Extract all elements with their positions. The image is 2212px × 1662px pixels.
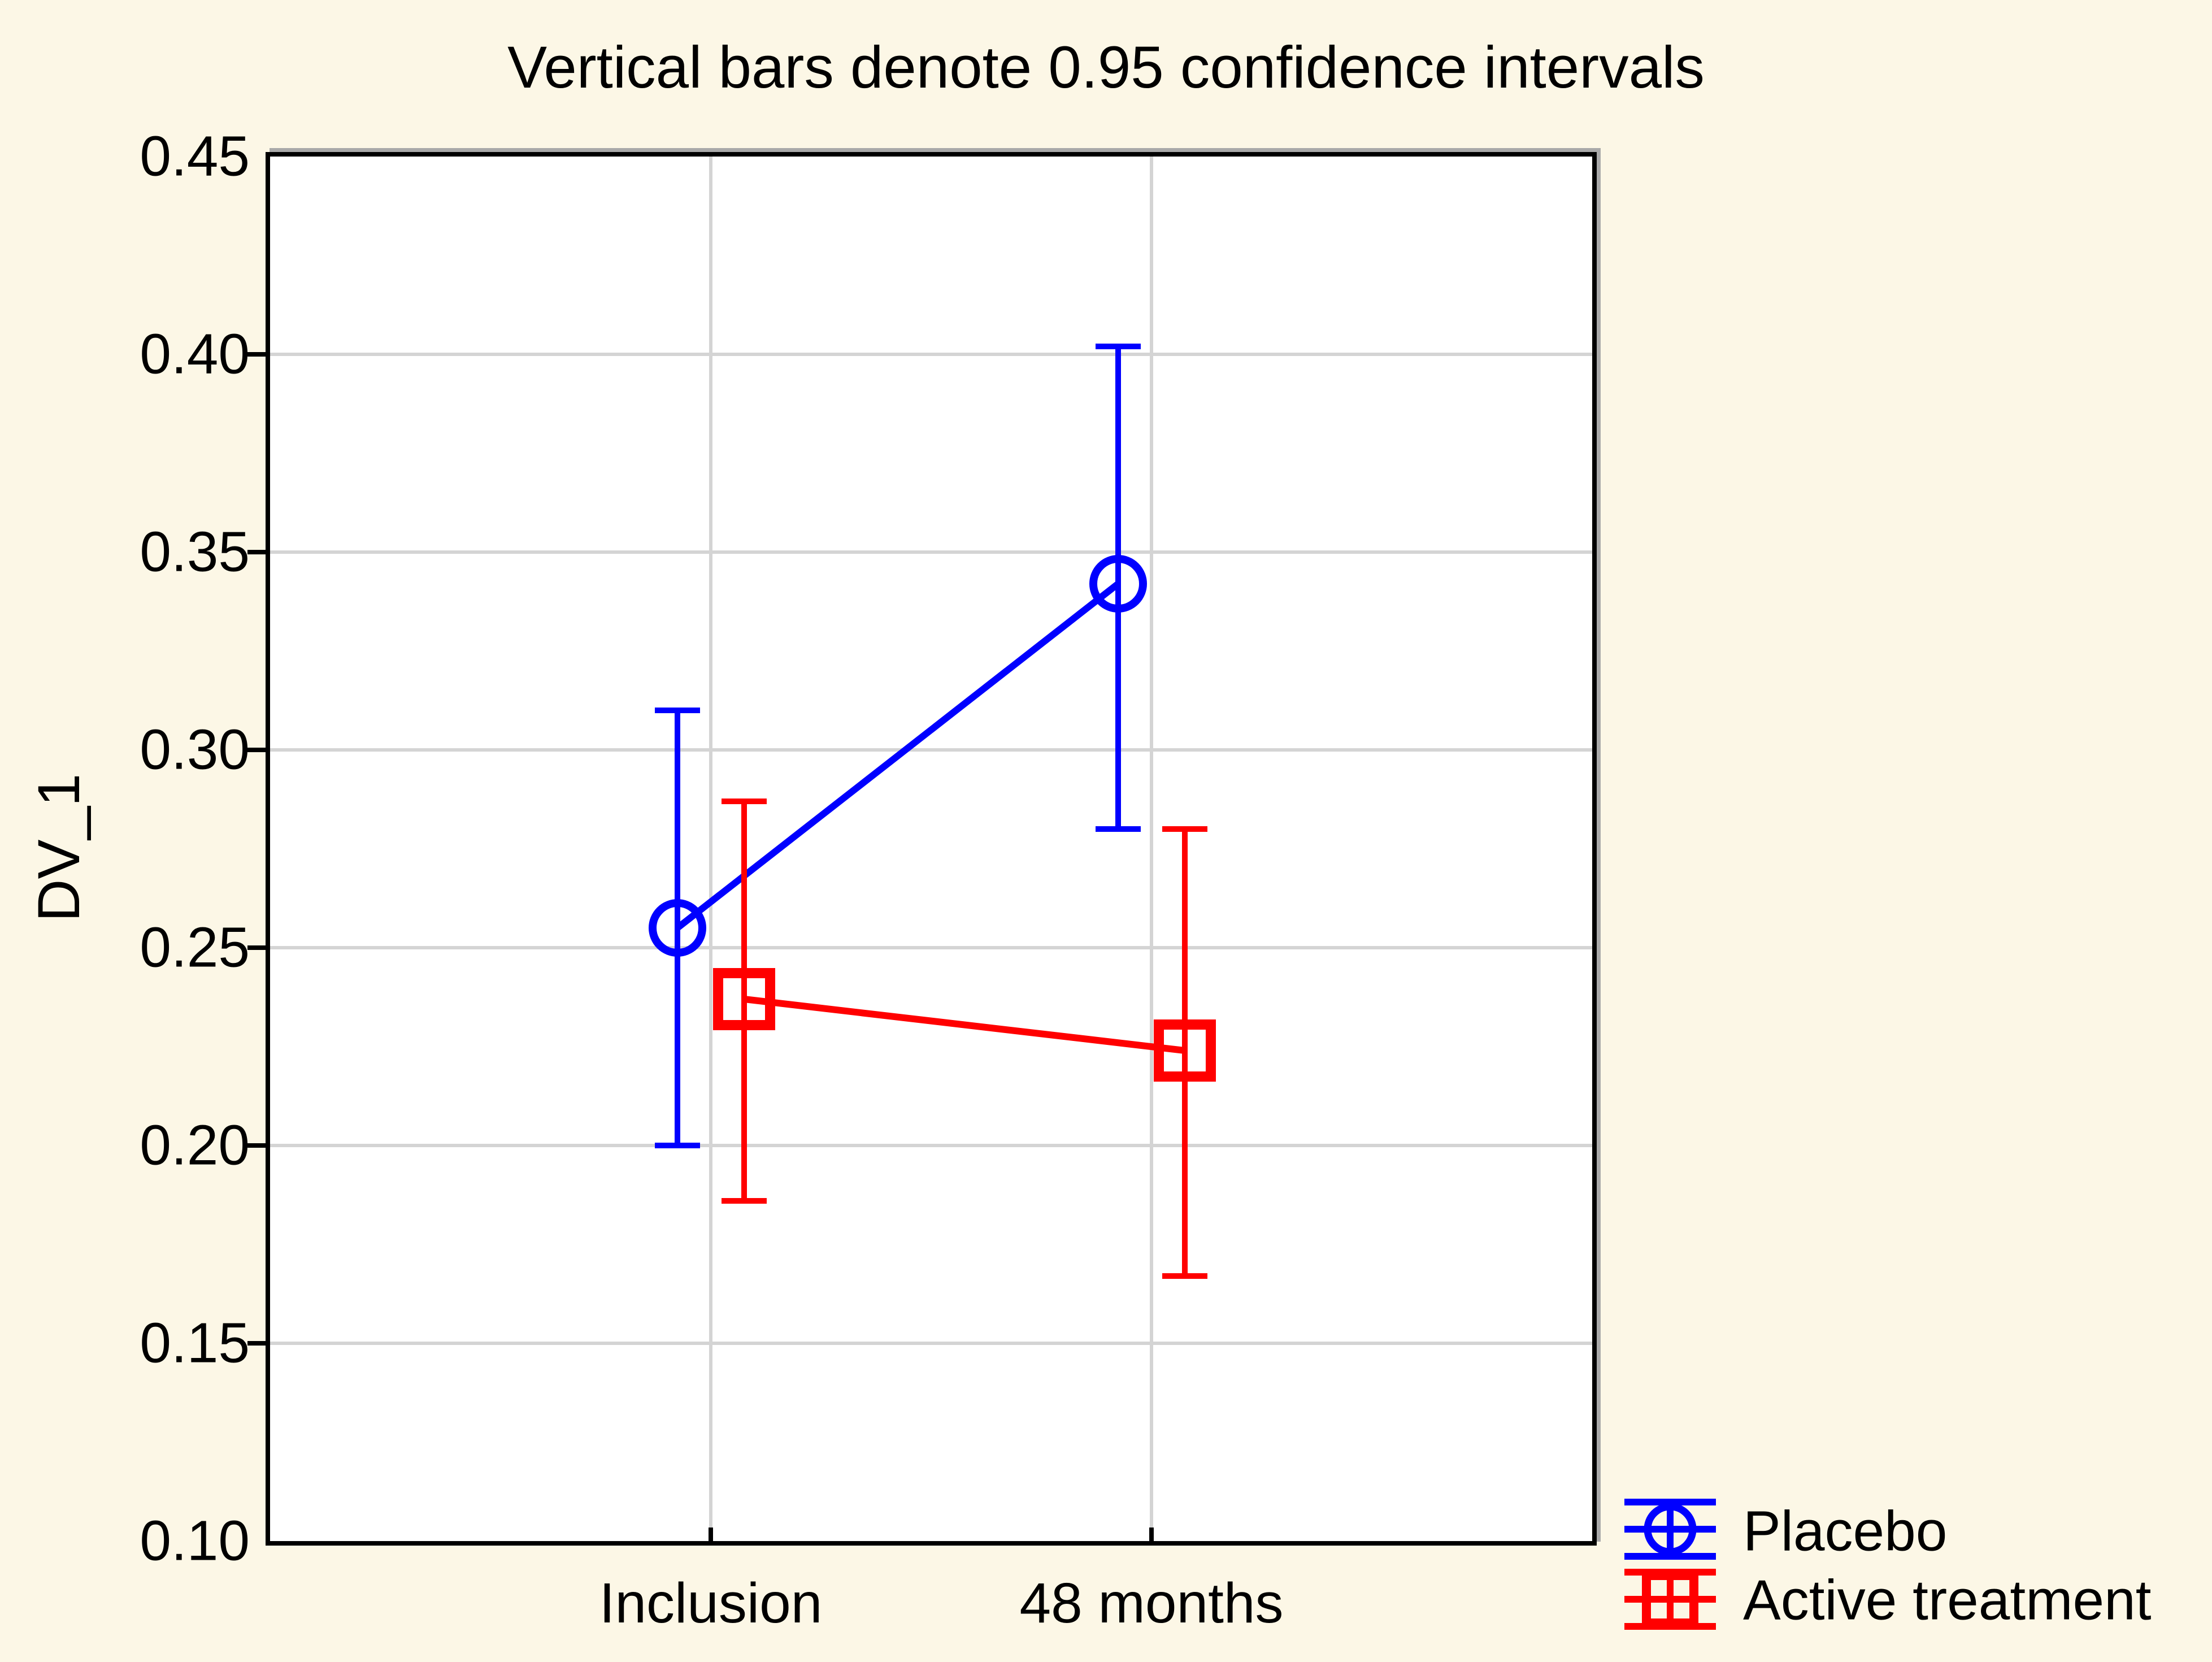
y-axis-title: DV_1 [26,773,92,922]
plot-canvas [270,157,1592,1541]
legend-square-marker [1642,1571,1698,1628]
y-tick-mark [247,352,268,357]
y-tick-mark [247,1341,268,1346]
y-tick-label: 0.40 [140,322,250,386]
y-tick-label: 0.25 [140,915,250,979]
chart-title: Vertical bars denote 0.95 confidence int… [507,34,1705,101]
active-treatment-errorbar-icon [1624,1569,1716,1630]
plot-area [266,152,1597,1546]
y-tick-mark [247,1143,268,1148]
y-tick-label: 0.35 [140,520,250,584]
series-line [675,581,1120,931]
y-tick-label: 0.15 [140,1311,250,1375]
legend-circle-marker [1644,1503,1697,1556]
y-tick-mark [247,748,268,752]
data-point-square [713,968,775,1030]
data-point-square [1154,1019,1216,1082]
y-tick-label: 0.45 [140,124,250,188]
legend-label-placebo: Placebo [1743,1499,1948,1563]
y-tick-label: 0.20 [140,1113,250,1177]
legend-label-active-treatment: Active treatment [1743,1568,2152,1632]
data-point-circle [649,899,706,957]
x-tick-label-inclusion: Inclusion [599,1572,823,1635]
y-tick-label: 0.30 [140,718,250,782]
data-point-circle [1089,555,1147,613]
y-tick-mark [247,550,268,554]
series-line [744,996,1185,1054]
y-tick-mark [247,945,268,950]
placebo-errorbar-icon [1624,1499,1716,1560]
y-tick-label: 0.10 [140,1509,250,1573]
x-tick-label-48-months: 48 months [1019,1572,1284,1635]
